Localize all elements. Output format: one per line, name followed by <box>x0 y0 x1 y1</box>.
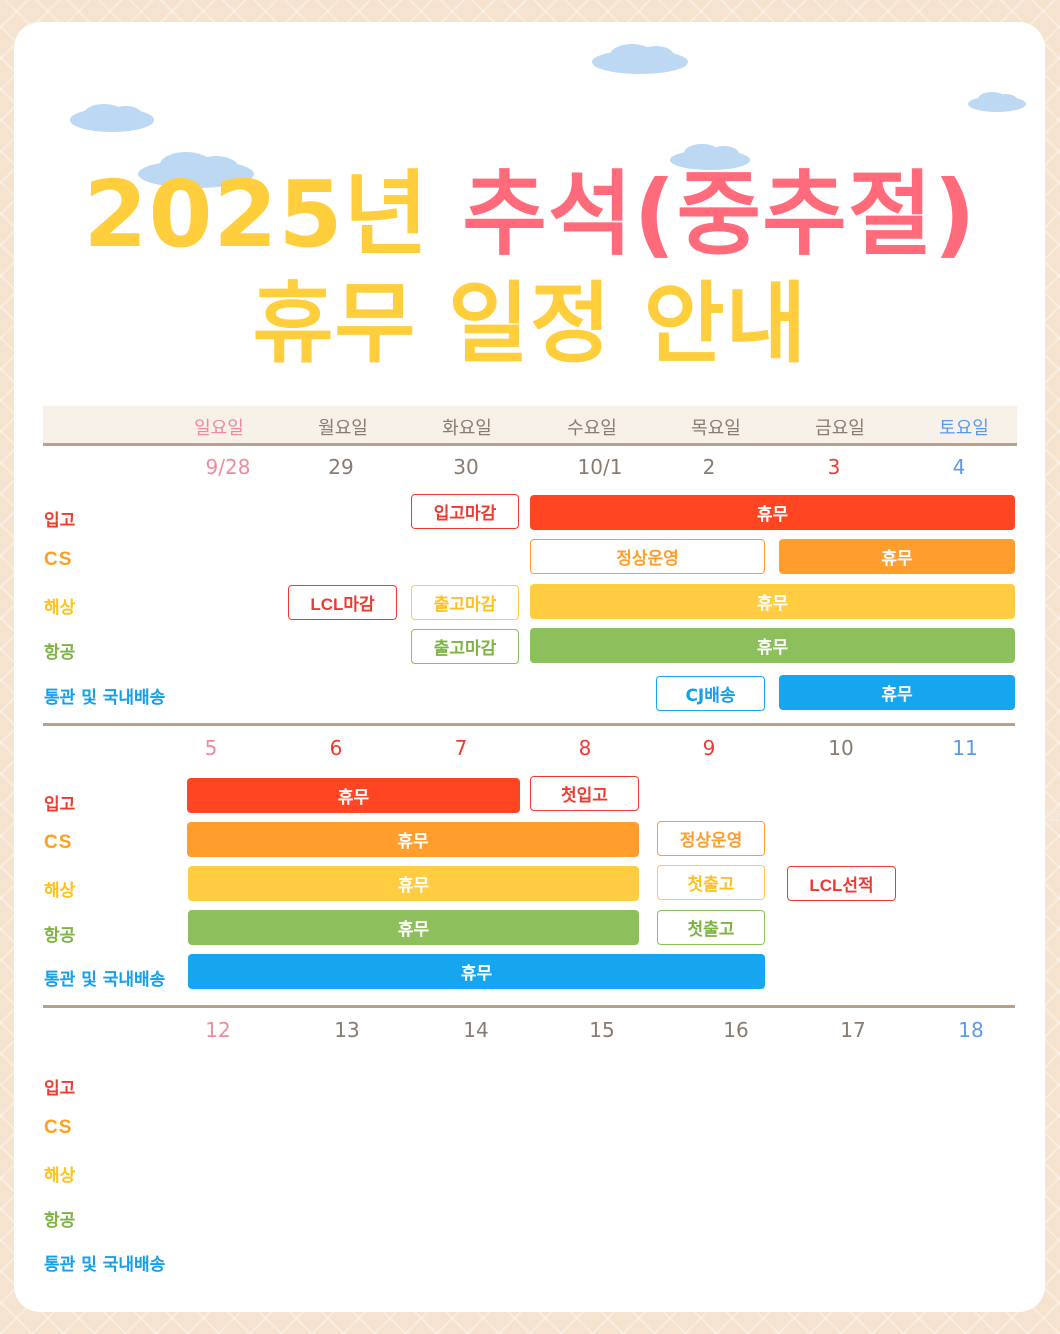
date-label: 3 <box>827 455 841 479</box>
category-label-hg: 항공 <box>44 1211 76 1231</box>
date-label: 16 <box>723 1018 749 1042</box>
event-tg-off: 휴무 <box>779 675 1015 710</box>
cloud-icon <box>968 92 1026 112</box>
cloud-icon <box>70 104 154 132</box>
weekday-wednesday: 수요일 <box>567 418 617 439</box>
date-label: 9 <box>702 736 716 760</box>
event-ig-off: 휴무 <box>187 778 520 813</box>
category-label-ig: 입고 <box>44 1079 76 1099</box>
divider <box>43 443 1017 446</box>
event-ig-close: 입고마감 <box>411 494 519 529</box>
category-label-ig: 입고 <box>44 795 76 815</box>
event-hg-first: 첫출고 <box>657 910 765 945</box>
weekday-thursday: 목요일 <box>691 418 741 439</box>
weekday-header <box>43 406 1017 443</box>
date-label: 11 <box>952 736 978 760</box>
category-label-tg: 통관 및 국내배송 <box>44 688 166 708</box>
date-label: 14 <box>463 1018 489 1042</box>
week-divider <box>43 1005 1015 1008</box>
event-hs-lcl: LCL선적 <box>787 866 896 901</box>
notice-card <box>14 22 1045 1312</box>
event-hg-off: 휴무 <box>188 910 639 945</box>
date-label: 7 <box>454 736 468 760</box>
date-label: 17 <box>840 1018 866 1042</box>
weekday-monday: 월요일 <box>318 418 368 439</box>
page-title: 2025년 추석(중추절) <box>0 160 1060 270</box>
title-holiday: 추석(중추절) <box>462 161 977 268</box>
category-label-cs: CS <box>44 832 73 853</box>
date-label: 13 <box>334 1018 360 1042</box>
category-label-hg: 항공 <box>44 643 76 663</box>
date-label: 15 <box>589 1018 615 1042</box>
event-hs-off: 휴무 <box>530 584 1015 619</box>
event-hg-out-close: 출고마감 <box>411 629 519 664</box>
page-subtitle: 휴무 일정 안내 <box>252 272 808 375</box>
date-label: 10/1 <box>577 455 623 479</box>
date-label: 30 <box>453 455 479 479</box>
date-label: 5 <box>204 736 218 760</box>
event-tg-off: 휴무 <box>188 954 765 989</box>
title-year: 2025년 <box>83 161 430 268</box>
category-label-cs: CS <box>44 549 73 570</box>
category-label-hs: 해상 <box>44 1166 76 1186</box>
category-label-ig: 입고 <box>44 511 76 531</box>
date-label: 8 <box>578 736 592 760</box>
edge-text: 휴 <box>1046 808 1060 829</box>
event-tg-cj: CJ배송 <box>656 676 765 711</box>
event-cs-normal: 정상운영 <box>530 539 765 574</box>
event-hs-off: 휴무 <box>188 866 639 901</box>
week-divider <box>43 723 1015 726</box>
date-label: 9/28 <box>205 455 251 479</box>
category-label-tg: 통관 및 국내배송 <box>44 970 166 990</box>
category-label-cs: CS <box>44 1117 73 1138</box>
event-cs-normal: 정상운영 <box>657 821 765 856</box>
category-label-hg: 항공 <box>44 926 76 946</box>
date-label: 2 <box>702 455 716 479</box>
event-ig-off: 휴무 <box>530 495 1015 530</box>
cloud-icon <box>670 144 750 170</box>
event-hs-first: 첫출고 <box>657 865 765 900</box>
date-label: 6 <box>329 736 343 760</box>
date-label: 29 <box>328 455 354 479</box>
weekday-saturday: 토요일 <box>939 418 989 439</box>
event-cs-off: 휴무 <box>187 822 639 857</box>
event-hs-out-close: 출고마감 <box>411 585 519 620</box>
event-hg-off: 휴무 <box>530 628 1015 663</box>
date-label: 12 <box>205 1018 231 1042</box>
weekday-sunday: 일요일 <box>194 418 244 439</box>
date-label: 4 <box>952 455 966 479</box>
cloud-icon <box>592 44 688 74</box>
cloud-icon <box>138 152 254 188</box>
event-cs-off: 휴무 <box>779 539 1015 574</box>
weekday-friday: 금요일 <box>815 418 865 439</box>
category-label-hs: 해상 <box>44 598 76 618</box>
weekday-tuesday: 화요일 <box>442 418 492 439</box>
date-label: 18 <box>958 1018 984 1042</box>
event-hs-lcl-close: LCL마감 <box>288 585 397 620</box>
event-ig-first: 첫입고 <box>530 776 639 811</box>
date-label: 10 <box>828 736 854 760</box>
category-label-tg: 통관 및 국내배송 <box>44 1255 166 1275</box>
category-label-hs: 해상 <box>44 881 76 901</box>
